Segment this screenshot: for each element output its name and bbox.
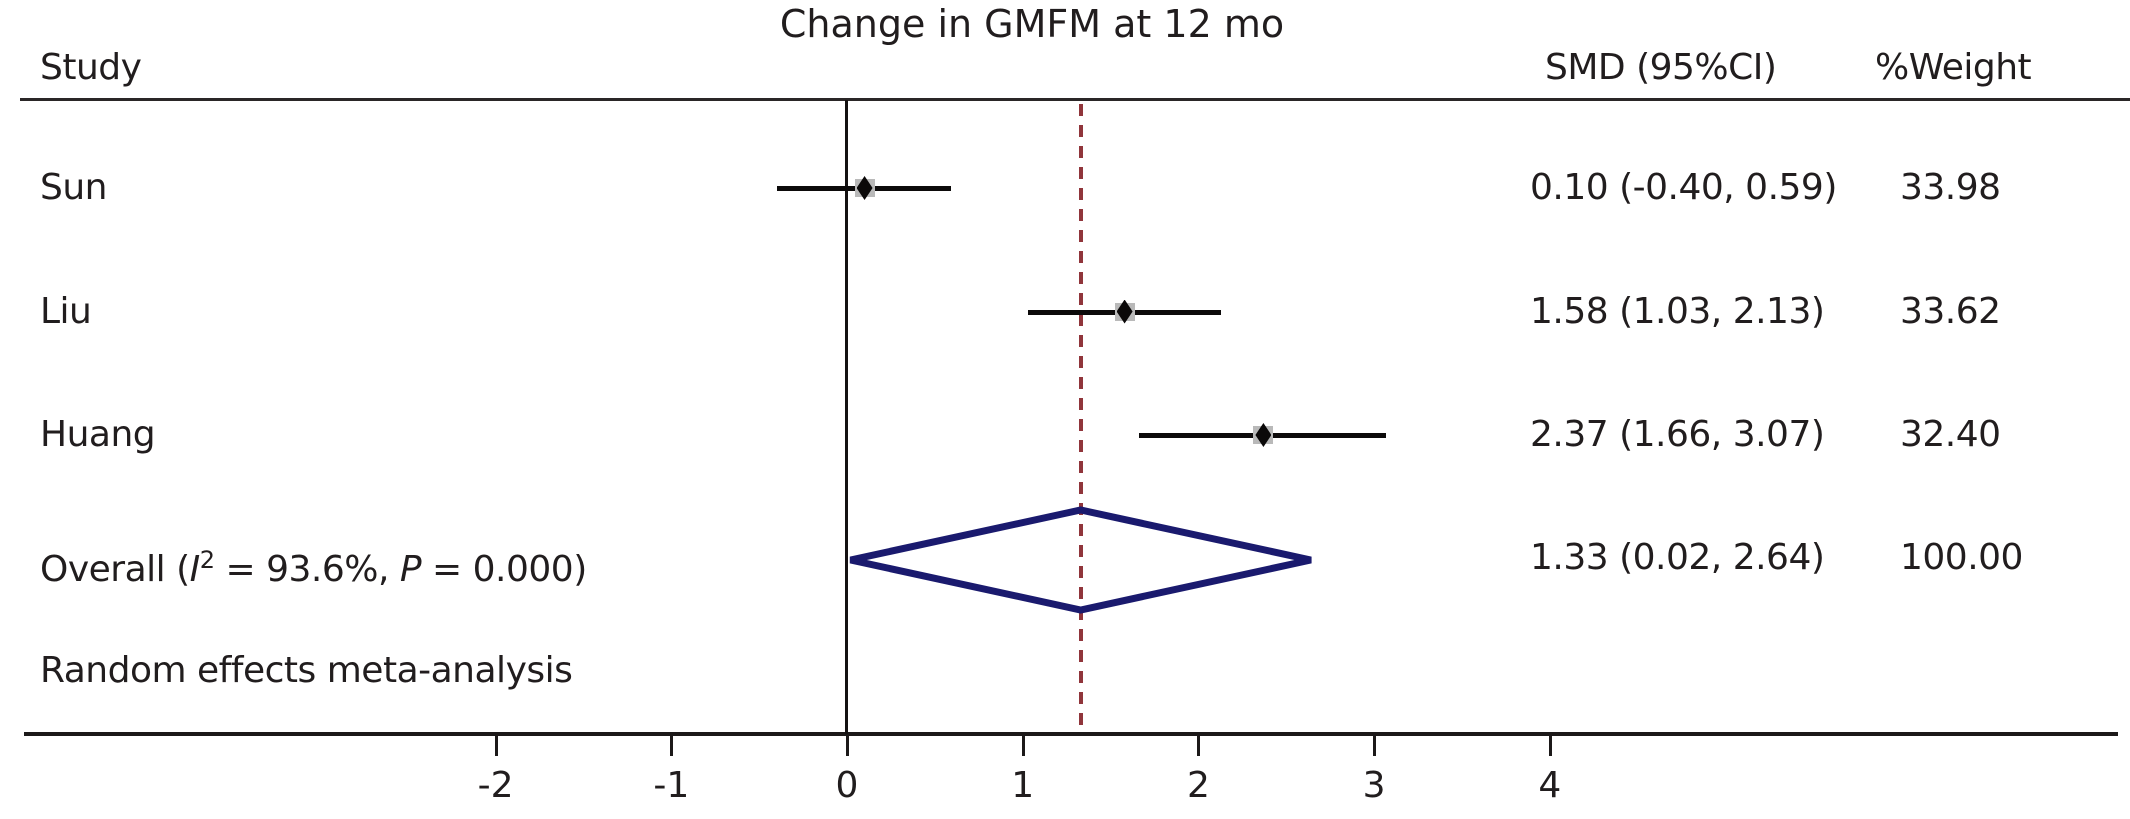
model-note: Random effects meta-analysis [40,650,573,691]
overall-smd-value: 1.33 (0.02, 2.64) [1530,537,1825,578]
study-weight-value: 32.40 [1900,414,2001,455]
x-axis-tick [494,736,498,756]
column-header-study: Study [40,47,142,88]
x-axis-tick-label: -1 [653,765,690,806]
study-label: Huang [40,414,156,455]
header-divider-line [20,98,2130,101]
i-squared-symbol: I [189,549,201,590]
x-axis-tick-label: -2 [477,765,514,806]
i-squared-superscript: 2 [199,546,215,574]
point-estimate-marker [1255,423,1272,447]
x-axis-tick-label: 2 [1186,765,1210,806]
x-axis-tick [1373,736,1377,756]
overall-estimate-dashed-line [1078,104,1083,734]
study-smd-value: 0.10 (-0.40, 0.59) [1530,167,1837,208]
study-smd-value: 2.37 (1.66, 3.07) [1530,414,1825,455]
x-axis-tick-label: 0 [835,765,859,806]
point-estimate-marker [1116,299,1133,324]
point-estimate-marker [856,176,873,200]
x-axis-tick [1021,736,1025,756]
column-header-smd: SMD (95%CI) [1545,47,1777,88]
study-smd-value: 1.58 (1.03, 2.13) [1530,290,1825,332]
overall-label-pre: Overall ( [40,549,190,590]
x-axis-tick [846,736,849,756]
x-axis-tick-label: 1 [1011,765,1035,806]
overall-weight-value: 100.00 [1900,537,2023,578]
chart-title: Change in GMFM at 12 mo [779,2,1285,46]
study-label: Liu [40,290,92,332]
overall-label-mid: = 93.6%, [214,549,400,590]
x-axis-tick [1548,736,1552,756]
x-axis-tick [670,736,674,756]
x-axis-line [24,732,2118,736]
p-value-symbol: P [399,549,422,590]
x-axis-tick-label: 4 [1538,765,1562,806]
zero-reference-line [845,100,848,734]
overall-row-label: Overall (I2 = 93.6%, P = 0.000) [40,534,587,596]
overall-label-post: = 0.000) [421,549,587,590]
study-label: Sun [40,167,107,208]
study-weight-value: 33.62 [1900,290,2001,332]
study-weight-value: 33.98 [1900,167,2001,208]
x-axis-tick-label: 3 [1362,765,1386,806]
x-axis-tick [1197,736,1201,756]
column-header-weight: %Weight [1875,47,2032,88]
